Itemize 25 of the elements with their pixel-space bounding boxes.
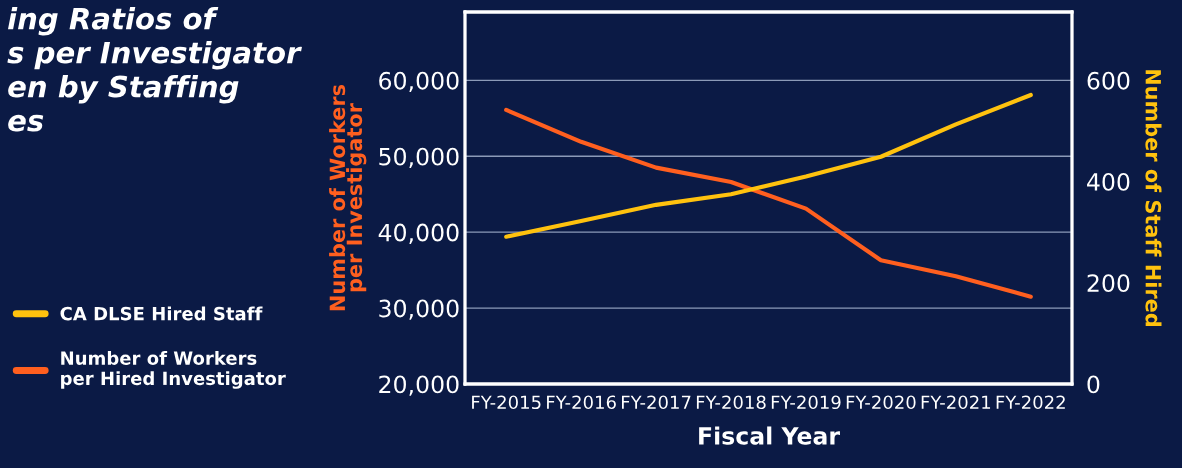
- x-tick-label: FY-2015: [472, 395, 541, 410]
- y-axis-title: Number of Workers per Investigator: [329, 84, 367, 311]
- y-tick-label: 30,000: [379, 299, 459, 320]
- x-tick-label: FY-2019: [771, 395, 841, 410]
- y2-tick-label: 600: [1087, 71, 1130, 90]
- x-tick-label: FY-2017: [622, 395, 691, 410]
- x-tick-label: FY-2016: [547, 395, 616, 410]
- y2-tick-label: 200: [1087, 274, 1130, 293]
- x-tick-label: FY-2020: [846, 395, 916, 410]
- x-tick-label: FY-2018: [696, 395, 766, 410]
- y-tick-label: 20,000: [379, 375, 459, 396]
- x-axis-title: Fiscal Year: [699, 426, 840, 445]
- y2-tick-label: 0: [1087, 375, 1100, 394]
- legend-label: Number of Workers per Hired Investigator: [61, 350, 286, 389]
- x-tick-label: FY-2021: [921, 395, 991, 410]
- y-tick-label: 50,000: [379, 147, 459, 168]
- y2-axis-title: Number of Staff Hired: [1145, 70, 1162, 326]
- line-series: [504, 92, 1033, 239]
- x-tick-label: FY-2022: [996, 395, 1065, 410]
- text: ing Ratios of s per Investigator en by Staffing es: [7, 7, 302, 132]
- y-tick-label: 40,000: [378, 223, 459, 244]
- y2-tick-label: 400: [1087, 173, 1130, 191]
- y-tick-label: 60,000: [379, 71, 459, 93]
- legend-label: CA DLSE Hired Staff: [60, 306, 263, 321]
- line-series: [504, 107, 1033, 299]
